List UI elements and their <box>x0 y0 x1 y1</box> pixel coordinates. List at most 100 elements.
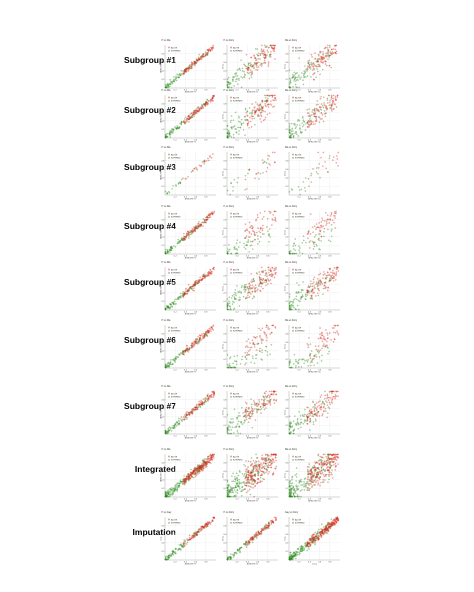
y-tick-label: 0.6 <box>223 408 227 410</box>
expired-point <box>173 300 176 303</box>
alive-point <box>198 164 201 167</box>
alive-point <box>247 470 249 472</box>
alive-point <box>186 350 189 352</box>
alive-point <box>250 56 252 59</box>
alive-point <box>255 219 257 222</box>
expired-point <box>255 354 258 356</box>
alive-point <box>317 103 319 106</box>
alive-point <box>209 49 211 51</box>
expired-point <box>290 134 292 137</box>
expired-point <box>172 363 174 365</box>
expired-point <box>170 304 172 306</box>
alive-point <box>255 218 257 221</box>
expired-point <box>306 418 309 420</box>
alive-point <box>260 470 262 472</box>
alive-point <box>265 271 267 274</box>
x-tick-label: 0.2 <box>174 256 178 258</box>
expired-point <box>303 120 305 123</box>
y-tick-label: 0.4 <box>285 237 289 239</box>
alive-point <box>186 67 188 69</box>
x-tick-label: 0.2 <box>298 312 302 314</box>
expired-point <box>180 352 183 354</box>
expired-point <box>238 478 240 481</box>
alive-point <box>260 462 262 464</box>
expired-point <box>250 288 252 290</box>
alive-point <box>253 64 255 66</box>
alive-point <box>274 161 276 163</box>
alive-point <box>311 410 313 413</box>
alive-point <box>213 210 216 213</box>
y-axis-label: Dory <box>283 170 286 176</box>
alive-point <box>186 418 188 420</box>
alive-point <box>195 62 197 65</box>
alive-point <box>261 101 263 103</box>
alive-point <box>319 50 321 53</box>
expired-point <box>251 112 254 114</box>
expired-point <box>239 121 241 123</box>
alive-point <box>194 281 196 283</box>
expired-point <box>229 248 231 251</box>
alive-point <box>261 467 263 469</box>
alive-point <box>261 470 263 473</box>
expired-point <box>292 363 295 365</box>
expired-point <box>288 415 291 418</box>
expired-point <box>327 473 330 476</box>
points <box>226 210 277 255</box>
alive-point <box>306 122 309 124</box>
expired-point <box>302 83 305 86</box>
alive-point <box>262 458 264 461</box>
y-tick-label: 0.6 <box>223 112 227 114</box>
expired-point <box>235 363 238 366</box>
alive-point <box>316 406 319 408</box>
alive-point <box>317 345 320 347</box>
alive-point <box>199 224 202 227</box>
expired-point <box>241 486 244 488</box>
expired-point <box>227 308 230 311</box>
expired-point <box>232 133 235 136</box>
expired-point <box>167 86 170 89</box>
expired-point <box>296 486 298 488</box>
expired-point <box>237 420 240 423</box>
expired-point <box>231 475 233 477</box>
expired-point <box>227 428 229 430</box>
alive-point <box>273 210 276 213</box>
expired-point <box>292 299 295 301</box>
expired-point <box>242 481 245 483</box>
expired-point <box>234 289 237 291</box>
expired-point <box>295 80 297 82</box>
alive-point <box>210 99 212 101</box>
alive-point <box>199 335 201 337</box>
alive-point <box>204 333 207 335</box>
points <box>288 94 339 139</box>
x-tick-label: 0.4 <box>246 499 250 501</box>
expired-legend-marker <box>230 156 232 159</box>
alive-point <box>274 327 277 329</box>
expired-point <box>233 432 235 434</box>
x-tick-label: 0.4 <box>308 256 312 258</box>
expired-point <box>306 359 308 362</box>
alive-point <box>198 225 201 228</box>
expired-point <box>171 129 173 131</box>
alive-point <box>271 273 273 275</box>
expired-point <box>317 460 320 462</box>
alive-point <box>332 52 335 54</box>
expired-point <box>293 71 295 74</box>
alive-point <box>333 156 335 158</box>
expired-point <box>236 354 239 357</box>
alive-point <box>335 266 338 269</box>
expired-point <box>249 71 251 74</box>
expired-point <box>226 132 229 135</box>
expired-point <box>253 362 256 365</box>
alive-point <box>257 113 259 116</box>
alive-point <box>264 116 267 119</box>
alive-point <box>273 461 275 463</box>
alive-point <box>263 49 265 51</box>
alive-point <box>190 171 193 173</box>
alive-point <box>272 214 274 216</box>
alive-point <box>262 471 265 473</box>
expired-point <box>295 492 297 494</box>
alive-point <box>259 279 261 281</box>
alive-point <box>258 481 260 484</box>
y-axis-label: Dory <box>283 113 286 119</box>
expired-point <box>233 307 236 310</box>
